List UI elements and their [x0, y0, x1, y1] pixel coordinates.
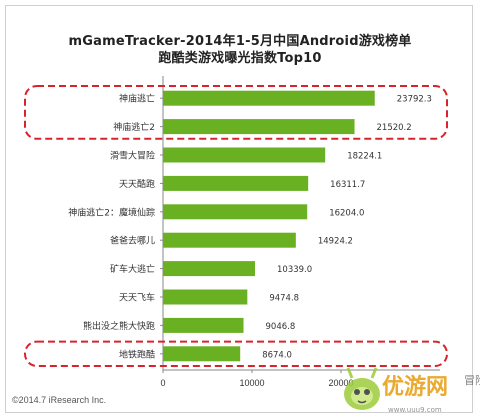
bar: [163, 346, 241, 362]
bar: [163, 317, 244, 333]
category-label: 矿车大逃亡: [110, 263, 155, 275]
bar: [163, 261, 256, 277]
highlight-box: [24, 340, 448, 368]
category-label: 神庙逃亡: [119, 93, 155, 105]
data-label: 8674.0: [262, 350, 292, 360]
bar: [163, 289, 248, 305]
category-label: 熊出没之熊大快跑: [83, 320, 155, 332]
watermark-side-text: 冒险: [464, 373, 480, 387]
data-label: 18224.1: [347, 152, 382, 162]
chart-title: mGameTracker-2014年1-5月中国Android游戏榜单: [68, 34, 412, 49]
data-label: 9474.8: [269, 294, 299, 304]
category-label: 爸爸去哪儿: [110, 235, 155, 247]
data-label: 9046.8: [266, 322, 296, 332]
data-label: 16204.0: [329, 208, 364, 218]
watermark-url: www.uuu9.com: [388, 406, 442, 414]
x-tick-label: 10000: [239, 378, 264, 388]
x-tick-label: 20000: [328, 378, 353, 388]
bar: [163, 119, 355, 135]
bar: [163, 232, 296, 248]
category-label: 神庙逃亡2：魔境仙踪: [68, 206, 155, 218]
mascot-icon: [344, 367, 380, 410]
data-label: 23792.3: [397, 95, 432, 105]
data-label: 16311.7: [330, 180, 365, 190]
bar: [163, 147, 326, 163]
bar: [163, 175, 309, 191]
category-label: 地铁跑酷: [119, 348, 155, 360]
data-label: 14924.2: [318, 237, 353, 247]
x-tick-label: 0: [160, 378, 165, 388]
highlight-box: [24, 85, 448, 140]
bar: [163, 204, 308, 220]
chart-frame: [5, 5, 473, 413]
copyright-footer: ©2014.7 iResearch Inc.: [12, 395, 107, 405]
data-label: 10339.0: [277, 265, 312, 275]
category-label: 神庙逃亡2: [113, 121, 155, 133]
category-label: 天天飞车: [119, 292, 155, 304]
category-label: 天天酷跑: [119, 178, 155, 190]
site-watermark: 优游网 冒险 www.uuu9.com: [344, 367, 480, 414]
bar: [163, 90, 375, 106]
chart-subtitle: 跑酷类游戏曝光指数Top10: [158, 51, 322, 66]
watermark-text: 优游网: [382, 374, 448, 400]
data-label: 21520.2: [377, 123, 412, 133]
category-label: 滑雪大冒险: [110, 150, 155, 162]
